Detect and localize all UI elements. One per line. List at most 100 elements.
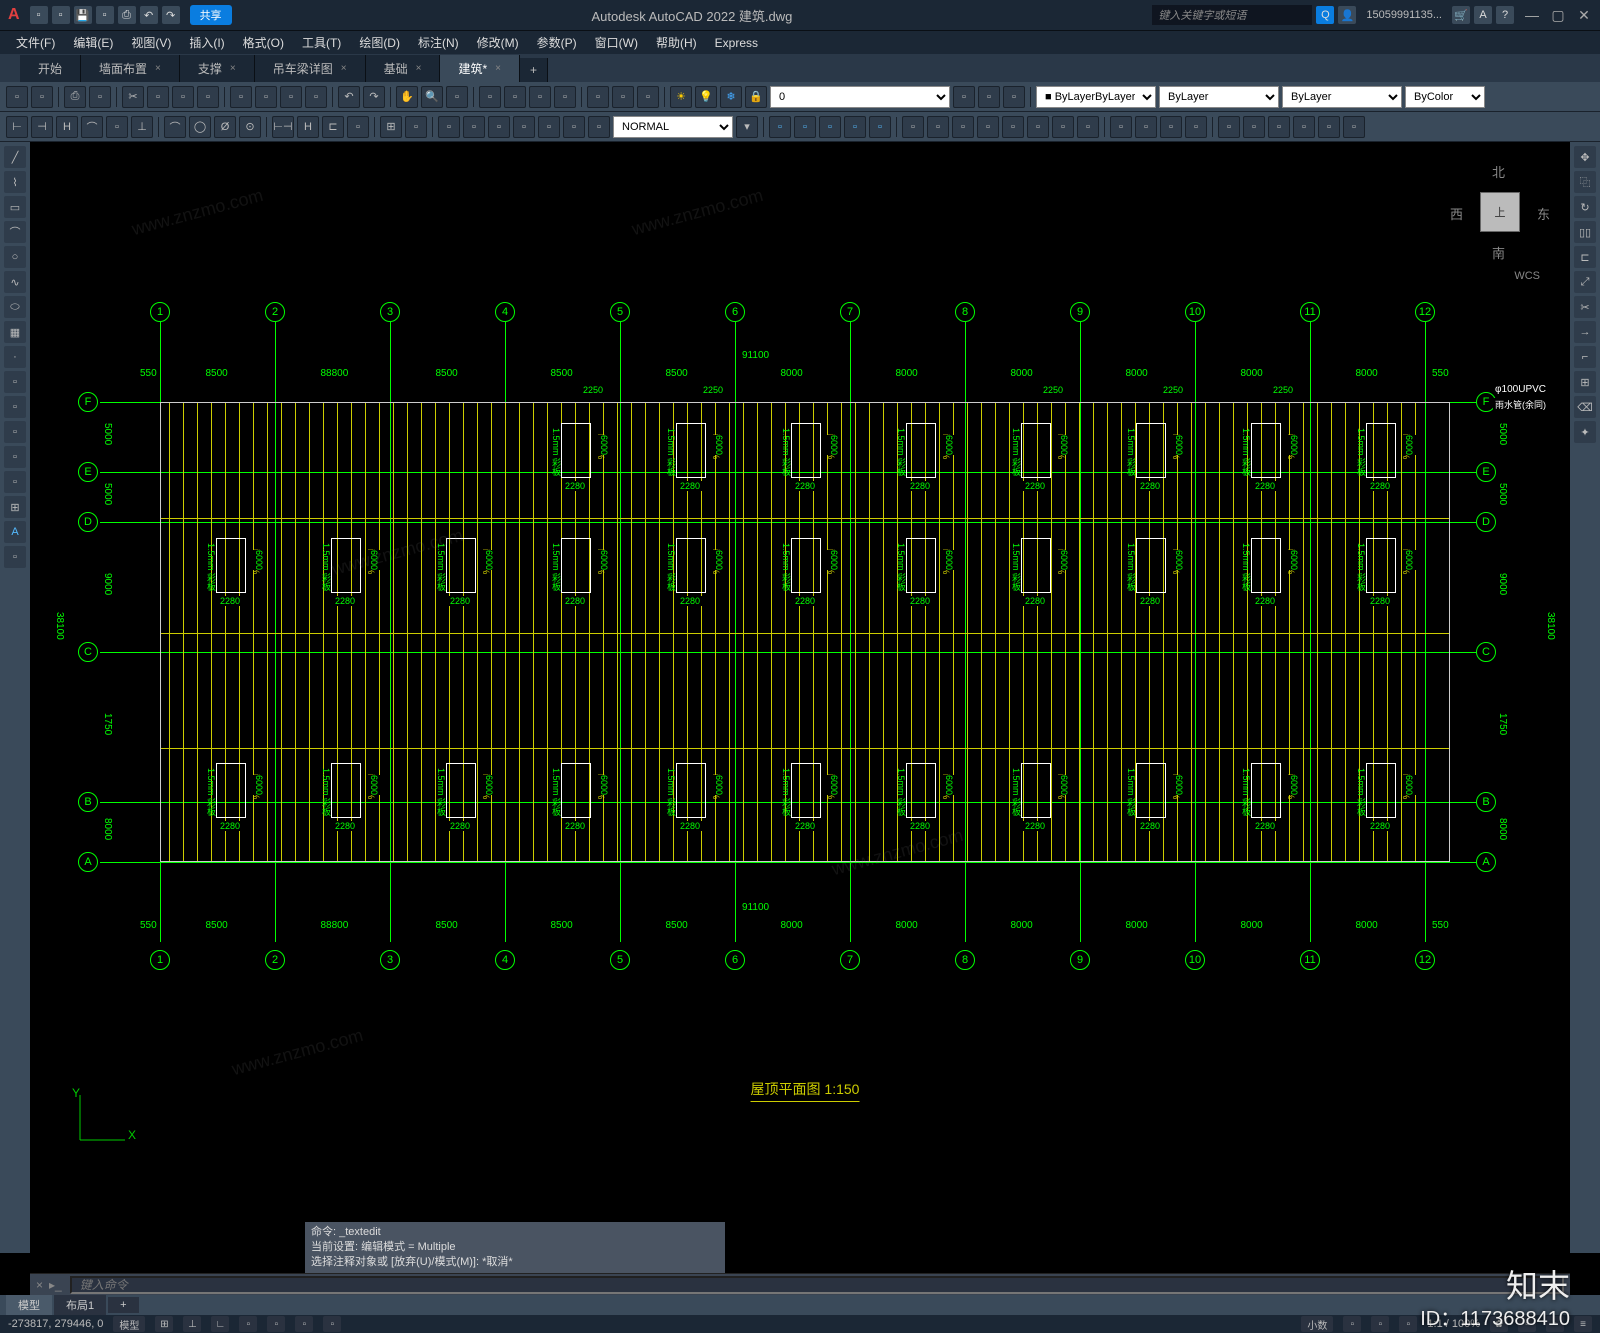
cmd-close-icon[interactable]: × [36,1278,43,1292]
tool-icon[interactable]: ▫ [255,86,277,108]
layer-select[interactable]: 0 [770,86,950,108]
tool-icon[interactable]: ▫ [4,421,26,443]
status-icon[interactable]: ▫ [295,1316,313,1332]
dim-icon[interactable]: ⌒ [81,116,103,138]
menu-help[interactable]: 帮助(H) [648,31,705,54]
mod-icon[interactable]: ▫ [844,116,866,138]
tool-icon[interactable]: ▫ [637,86,659,108]
tool-icon[interactable]: ▫ [529,86,551,108]
status-icon[interactable]: ▫ [1343,1316,1361,1332]
user-icon[interactable]: 👤 [1338,6,1356,24]
erase-icon[interactable]: ⌫ [1574,396,1596,418]
tool-icon[interactable]: ▫ [4,471,26,493]
tool-icon[interactable]: ▫ [1003,86,1025,108]
minimize-icon[interactable]: — [1524,7,1540,23]
tool-icon[interactable]: ↷ [363,86,385,108]
menu-tools[interactable]: 工具(T) [294,31,349,54]
menu-view[interactable]: 视图(V) [123,31,179,54]
tab-wall[interactable]: 墙面布置× [81,55,180,82]
tool-icon[interactable]: ▫ [147,86,169,108]
ellipse-icon[interactable]: ⬭ [4,296,26,318]
tool-icon[interactable]: ▫ [89,86,111,108]
tab-close-icon[interactable]: × [416,63,422,74]
status-icon[interactable]: ▫ [1371,1316,1389,1332]
saveas-icon[interactable]: ▫ [96,6,114,24]
mod-icon[interactable]: ▫ [1052,116,1074,138]
status-icon[interactable]: ▫ [323,1316,341,1332]
dim-icon[interactable]: ▫ [488,116,510,138]
mod-icon[interactable]: ▫ [769,116,791,138]
tool-icon[interactable]: ▫ [612,86,634,108]
color-select[interactable]: ■ ByLayerByLayer [1036,86,1156,108]
status-icon[interactable]: ∟ [211,1316,229,1332]
spline-icon[interactable]: ∿ [4,271,26,293]
tab-model[interactable]: 模型 [6,1295,52,1315]
tool-icon[interactable]: ▫ [4,446,26,468]
dim-icon[interactable]: ⊙ [239,116,261,138]
dim-icon[interactable]: ▫ [538,116,560,138]
status-icon[interactable]: ≡ [1574,1316,1592,1332]
viewcube[interactable]: 上 北 南 东 西 WCS [1450,162,1550,262]
viewcube-s[interactable]: 南 [1492,243,1505,262]
help-icon[interactable]: ? [1496,6,1514,24]
dim-icon[interactable]: ⊏ [322,116,344,138]
viewcube-top[interactable]: 上 [1480,192,1520,232]
mod-icon[interactable]: ▫ [1160,116,1182,138]
scale-icon[interactable]: ⤢ [1574,271,1596,293]
tool-icon[interactable]: 💡 [695,86,717,108]
status-snap[interactable]: 小数 [1301,1316,1333,1332]
viewcube-w[interactable]: 西 [1450,204,1463,223]
menu-format[interactable]: 格式(O) [235,31,292,54]
arc-icon[interactable]: ⌒ [4,221,26,243]
mod-icon[interactable]: ▫ [902,116,924,138]
tab-close-icon[interactable]: × [341,63,347,74]
tool-icon[interactable]: 🔍 [421,86,443,108]
dim-icon[interactable]: ⊢⊣ [272,116,294,138]
tool-icon[interactable]: 🔒 [745,86,767,108]
rect-icon[interactable]: ▭ [4,196,26,218]
mod-icon[interactable]: ▫ [1218,116,1240,138]
table-icon[interactable]: ⊞ [4,496,26,518]
tool-icon[interactable]: ▫ [4,396,26,418]
tool-icon[interactable]: ✂ [122,86,144,108]
mod-icon[interactable]: ▫ [927,116,949,138]
dim-icon[interactable]: ▫ [438,116,460,138]
tab-add[interactable]: + [520,58,548,82]
linetype-select[interactable]: ByLayer [1159,86,1279,108]
tool-icon[interactable]: ▫ [953,86,975,108]
mod-icon[interactable]: ▫ [819,116,841,138]
dim-icon[interactable]: ▫ [588,116,610,138]
tool-icon[interactable]: ❄ [720,86,742,108]
dim-icon[interactable]: Ø [214,116,236,138]
rotate-icon[interactable]: ↻ [1574,196,1596,218]
tool-icon[interactable]: ▫ [504,86,526,108]
status-icon[interactable]: ▫ [267,1316,285,1332]
redo-icon[interactable]: ↷ [162,6,180,24]
copy-icon[interactable]: ⿻ [1574,171,1596,193]
mod-icon[interactable]: ▫ [869,116,891,138]
tab-start[interactable]: 开始 [20,55,81,82]
dim-icon[interactable]: ▾ [736,116,758,138]
status-icon[interactable]: ⊞ [155,1316,173,1332]
tool-icon[interactable]: ▫ [6,86,28,108]
tab-crane[interactable]: 吊车梁详图× [255,55,366,82]
mod-icon[interactable]: ▫ [1002,116,1024,138]
tool-icon[interactable]: ▫ [587,86,609,108]
dim-icon[interactable]: ▫ [347,116,369,138]
dim-icon[interactable]: ⊢ [6,116,28,138]
tool-icon[interactable]: ▫ [479,86,501,108]
mod-icon[interactable]: ▫ [1135,116,1157,138]
line-icon[interactable]: ╱ [4,146,26,168]
dim-icon[interactable]: ⊞ [380,116,402,138]
cart-icon[interactable]: 🛒 [1452,6,1470,24]
menu-window[interactable]: 窗口(W) [587,31,646,54]
explode-icon[interactable]: ✦ [1574,421,1596,443]
mirror-icon[interactable]: ▯▯ [1574,221,1596,243]
viewcube-n[interactable]: 北 [1492,162,1505,181]
tab-brace[interactable]: 支撑× [180,55,255,82]
dim-icon[interactable]: ⌒ [164,116,186,138]
tab-close-icon[interactable]: × [495,63,501,74]
tool-icon[interactable]: ▫ [31,86,53,108]
circle-icon[interactable]: ○ [4,246,26,268]
mod-icon[interactable]: ▫ [1027,116,1049,138]
